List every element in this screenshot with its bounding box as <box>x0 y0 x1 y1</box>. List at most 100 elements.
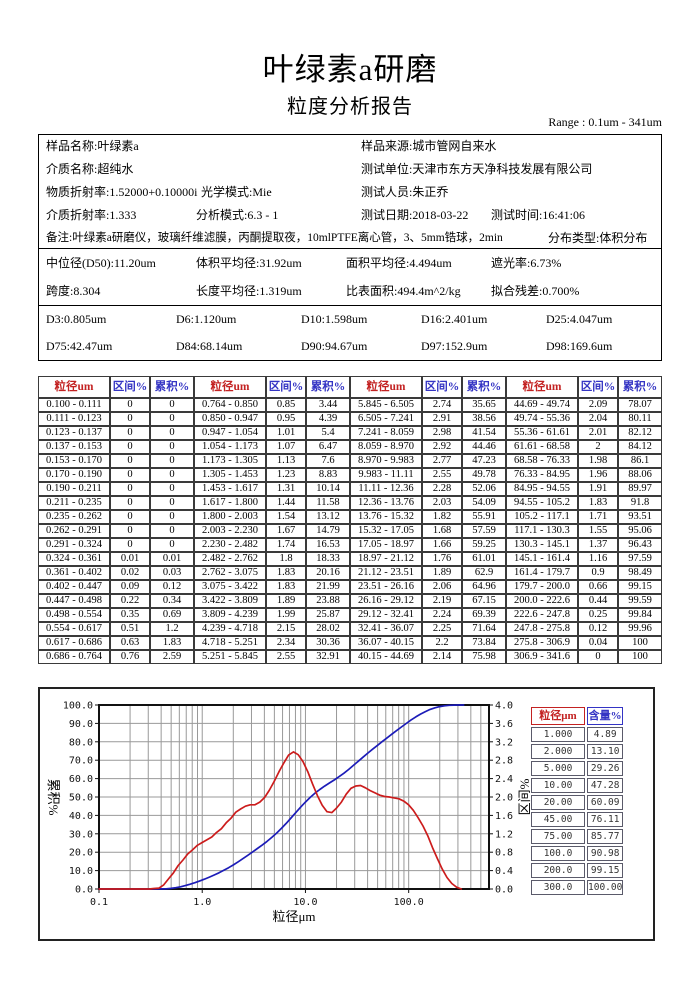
table-cell: 95.06 <box>618 524 662 538</box>
side-table-row: 45.00 76.11 <box>531 812 624 827</box>
table-cell: 0.04 <box>578 636 618 650</box>
header-cumulative: 累积% <box>618 376 662 398</box>
table-cell: 14.79 <box>306 524 350 538</box>
table-cell: 306.9 - 341.6 <box>506 650 578 664</box>
table-cell: 1.68 <box>422 524 462 538</box>
table-cell: 0 <box>110 412 150 426</box>
table-cell: 13.12 <box>306 510 350 524</box>
table-cell: 4.239 - 4.718 <box>194 622 266 636</box>
info-row: 备注:叶绿素a研磨仪，玻璃纤维滤膜，丙酮提取夜，10mlPTFE离心管，3、5m… <box>39 227 661 250</box>
field-remark: 备注:叶绿素a研磨仪，玻璃纤维滤膜，丙酮提取夜，10mlPTFE离心管，3、5m… <box>46 232 503 244</box>
table-cell: 1.83 <box>266 580 306 594</box>
table-cell: 88.06 <box>618 468 662 482</box>
y-right-tick-label: 2.0 <box>495 793 513 804</box>
side-table-cell: 47.28 <box>587 778 624 793</box>
y-left-tick-label: 80.0 <box>69 737 93 748</box>
table-cell: 100 <box>618 636 662 650</box>
y-left-tick-label: 60.0 <box>69 774 93 785</box>
range-note: Range : 0.1um - 341um <box>548 115 662 129</box>
y-right-tick-label: 0.8 <box>495 848 513 859</box>
table-cell: 0.153 - 0.170 <box>38 454 110 468</box>
table-cell: 0.25 <box>578 608 618 622</box>
table-row: 0.190 - 0.211 0 0 1.453 - 1.617 1.31 10.14 11.… <box>38 482 662 496</box>
table-cell: 0.12 <box>150 580 194 594</box>
side-table-cell: 45.00 <box>531 812 585 827</box>
table-cell: 0.34 <box>150 594 194 608</box>
y-left-tick-label: 40.0 <box>69 811 93 822</box>
side-table-row: 10.00 47.28 <box>531 778 624 793</box>
header-interval: 区间% <box>578 376 618 398</box>
table-cell: 94.55 - 105.2 <box>506 496 578 510</box>
table-cell: 73.84 <box>462 636 506 650</box>
y-left-tick-label: 50.0 <box>69 793 93 804</box>
table-cell: 55.91 <box>462 510 506 524</box>
side-table-cell: 1.000 <box>531 727 585 742</box>
table-cell: 2.01 <box>578 426 618 440</box>
table-cell: 0 <box>110 538 150 552</box>
table-cell: 4.39 <box>306 412 350 426</box>
table-cell: 2.06 <box>422 580 462 594</box>
field-sample-source: 样品来源:城市管网自来水 <box>361 139 497 153</box>
table-cell: 2.15 <box>266 622 306 636</box>
y-left-tick-label: 20.0 <box>69 848 93 859</box>
header-cumulative: 累积% <box>306 376 350 398</box>
field-length-mean: 长度平均径:1.319um <box>196 284 302 298</box>
table-cell: 1.44 <box>266 496 306 510</box>
table-cell: 0 <box>110 524 150 538</box>
table-cell: 9.983 - 11.11 <box>350 468 422 482</box>
table-cell: 59.25 <box>462 538 506 552</box>
y-left-tick-label: 10.0 <box>69 866 93 877</box>
table-cell: 2.92 <box>422 440 462 454</box>
chart-box: 0.1 1.0 10.0 100.0 0.0 0.0 10.0 0.4 20.0 0.8 30.0 1… <box>38 687 655 941</box>
side-table-cell: 99.15 <box>587 863 624 878</box>
table-row: 0.170 - 0.190 0 0 1.305 - 1.453 1.23 8.83 9.98… <box>38 468 662 482</box>
table-cell: 0.498 - 0.554 <box>38 608 110 622</box>
table-cell: 99.96 <box>618 622 662 636</box>
table-cell: 17.05 - 18.97 <box>350 538 422 552</box>
table-cell: 76.33 - 84.95 <box>506 468 578 482</box>
table-cell: 26.16 - 29.12 <box>350 594 422 608</box>
side-table-cell: 29.26 <box>587 761 624 776</box>
table-cell: 25.87 <box>306 608 350 622</box>
header-particle-size: 粒径um <box>506 376 578 398</box>
table-row: 0.617 - 0.686 0.63 1.83 4.718 - 5.251 2.34 30… <box>38 636 662 650</box>
table-cell: 0 <box>150 468 194 482</box>
header-cumulative: 累积% <box>462 376 506 398</box>
side-table-cell: 4.89 <box>587 727 624 742</box>
table-row: 0.498 - 0.554 0.35 0.69 3.809 - 4.239 1.99 25… <box>38 608 662 622</box>
table-cell: 68.58 - 76.33 <box>506 454 578 468</box>
y-right-tick-label: 2.4 <box>495 774 513 785</box>
side-table-cell: 90.98 <box>587 846 624 861</box>
table-cell: 0.123 - 0.137 <box>38 426 110 440</box>
table-cell: 0 <box>150 398 194 412</box>
table-cell: 0.211 - 0.235 <box>38 496 110 510</box>
table-cell: 86.1 <box>618 454 662 468</box>
table-cell: 5.845 - 6.505 <box>350 398 422 412</box>
side-table-row: 20.00 60.09 <box>531 795 624 810</box>
table-cell: 15.32 - 17.05 <box>350 524 422 538</box>
table-cell: 99.59 <box>618 594 662 608</box>
info-row: 物质折射率:1.52000+0.10000i 光学模式:Mie 测试人员:朱正乔 <box>39 181 661 204</box>
table-cell: 7.241 - 8.059 <box>350 426 422 440</box>
table-cell: 1.54 <box>266 510 306 524</box>
table-row: 0.402 - 0.447 0.09 0.12 3.075 - 3.422 1.83 21… <box>38 580 662 594</box>
table-cell: 0 <box>110 482 150 496</box>
table-cell: 0.111 - 0.123 <box>38 412 110 426</box>
table-cell: 52.06 <box>462 482 506 496</box>
side-table-cell: 13.10 <box>587 744 624 759</box>
header-cumulative: 累积% <box>150 376 194 398</box>
table-cell: 23.51 - 26.16 <box>350 580 422 594</box>
table-cell: 0.51 <box>110 622 150 636</box>
distribution-table: 粒径um 区间% 累积% 粒径um 区间% 累积% 粒径um 区间% 累积% 粒径um 区间% 累积%… <box>38 376 662 664</box>
table-cell: 2.91 <box>422 412 462 426</box>
table-cell: 0.947 - 1.054 <box>194 426 266 440</box>
table-cell: 78.07 <box>618 398 662 412</box>
field-analysis-mode: 分析模式:6.3 - 1 <box>196 208 279 222</box>
field-dvalue: D16:2.401um <box>421 312 488 326</box>
y-right-tick-label: 3.6 <box>495 719 513 730</box>
side-table-cell: 100.00 <box>587 880 624 895</box>
table-cell: 91.8 <box>618 496 662 510</box>
table-cell: 3.44 <box>306 398 350 412</box>
content-summary-table: 粒径μm 含量% 1.000 4.89 2.000 13.10 5.000 29.26 10.0… <box>529 705 625 897</box>
table-cell: 0 <box>150 412 194 426</box>
